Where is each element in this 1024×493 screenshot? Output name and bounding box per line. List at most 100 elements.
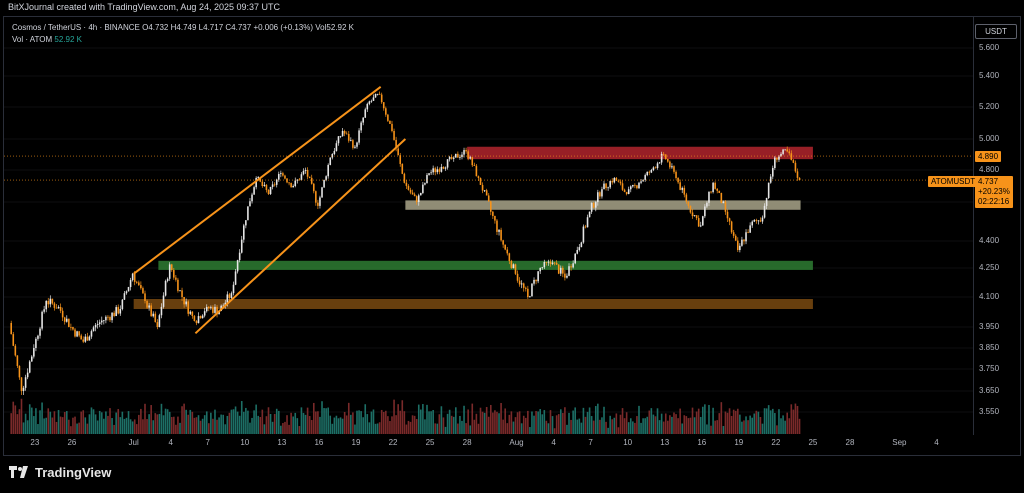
candle-up: [590, 202, 593, 212]
candle-down: [759, 220, 762, 222]
candle-up: [366, 103, 369, 110]
volume-bar: [473, 419, 476, 434]
volume-bar: [191, 411, 194, 434]
volume-bar: [253, 410, 255, 434]
candle-up: [253, 187, 255, 195]
candle-up: [712, 182, 714, 193]
volume-bar: [385, 410, 387, 434]
candle-down: [53, 303, 56, 308]
volume-bar: [621, 408, 624, 434]
volume-bar: [49, 411, 52, 434]
volume-bar: [506, 423, 509, 434]
candle-up: [245, 220, 247, 226]
volume-bar: [430, 411, 432, 434]
candle-down: [677, 178, 679, 183]
candle-up: [210, 307, 212, 309]
volume-bar: [784, 420, 786, 434]
candle-up: [226, 294, 229, 303]
candle-down: [140, 285, 142, 289]
candle-down: [317, 202, 319, 206]
candle-up: [741, 239, 743, 246]
candle-up: [650, 170, 653, 173]
volume-bar: [481, 411, 484, 434]
price-chart[interactable]: [4, 17, 973, 435]
candle-up: [22, 387, 25, 391]
candle-down: [479, 178, 482, 185]
candle-down: [504, 244, 507, 250]
candle-down: [475, 165, 478, 177]
volume-bar: [459, 415, 461, 434]
candle-up: [263, 184, 266, 186]
candle-down: [61, 310, 64, 318]
volume-bar: [771, 408, 774, 434]
candle-up: [780, 153, 782, 157]
change-value: +0.006 (+0.13%): [253, 23, 314, 32]
candle-down: [695, 215, 698, 219]
candle-down: [786, 149, 788, 152]
volume-bar: [51, 417, 54, 434]
volume-bar: [765, 408, 768, 434]
candle-down: [500, 229, 502, 241]
candle-up: [749, 225, 751, 233]
candle-up: [629, 186, 632, 190]
candle-up: [275, 179, 278, 185]
volume-bar: [203, 415, 206, 434]
candle-down: [664, 154, 667, 160]
time-tick-label: 22: [388, 438, 398, 447]
volume-bar: [778, 409, 780, 434]
candle-up: [238, 252, 241, 261]
volume-bar: [257, 415, 260, 434]
volume-bar: [757, 411, 760, 434]
zone-red-band: [467, 146, 813, 160]
candle-up: [368, 101, 371, 104]
price-tick-label: 3.850: [979, 343, 1000, 352]
volume-bar: [129, 419, 132, 434]
candle-down: [175, 277, 177, 280]
volume-bar: [679, 408, 681, 434]
candle-up: [706, 202, 708, 207]
volume-bar: [594, 406, 597, 434]
candle-up: [325, 176, 327, 180]
currency-button[interactable]: USDT: [975, 24, 1017, 39]
volume-bar: [438, 414, 441, 434]
candle-down: [306, 170, 309, 177]
price-axis[interactable]: [973, 17, 1021, 435]
volume-bar: [74, 416, 76, 434]
volume-bar: [370, 411, 373, 434]
candle-down: [156, 322, 159, 327]
candle-up: [551, 262, 554, 264]
candle-down: [70, 326, 72, 328]
volume-bar: [103, 418, 105, 434]
volume-bar: [399, 410, 402, 434]
candle-up: [319, 197, 321, 206]
candle-down: [86, 336, 89, 341]
volume-bar: [702, 406, 704, 434]
candle-up: [660, 153, 663, 163]
volume-bar: [284, 421, 286, 434]
candle-up: [613, 178, 616, 183]
volume-bar: [642, 418, 644, 434]
level-badge: 4.890: [975, 151, 1002, 162]
candle-down: [555, 262, 558, 265]
time-tick-label: 23: [30, 438, 40, 447]
volume-bar: [426, 404, 428, 434]
volume-bar: [310, 420, 313, 434]
volume-bar: [601, 417, 603, 434]
candle-up: [96, 324, 99, 325]
volume-bar: [780, 418, 782, 434]
volume-bar: [629, 418, 632, 434]
volume-bar: [588, 407, 591, 434]
candle-up: [763, 205, 766, 218]
volume-bar: [261, 409, 264, 434]
volume-bar: [290, 412, 292, 434]
candle-up: [164, 281, 167, 296]
candle-down: [557, 264, 560, 274]
candle-down: [352, 140, 354, 148]
time-tick-label: 26: [67, 438, 77, 447]
time-tick-label: 10: [240, 438, 250, 447]
volume-bar: [636, 416, 638, 434]
candle-down: [621, 183, 624, 190]
candle-down: [792, 160, 795, 163]
time-tick-label: 19: [734, 438, 744, 447]
price-tick-label: 4.800: [979, 165, 1000, 174]
